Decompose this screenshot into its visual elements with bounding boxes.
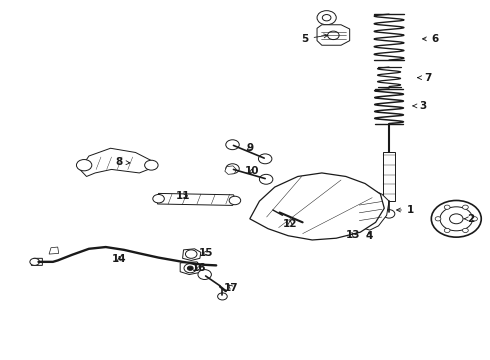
Text: 9: 9 [246, 143, 253, 153]
Circle shape [184, 264, 196, 273]
Polygon shape [383, 152, 395, 201]
Circle shape [76, 159, 92, 171]
Polygon shape [180, 262, 201, 275]
Polygon shape [31, 258, 42, 265]
Text: 5: 5 [301, 34, 328, 44]
Text: 12: 12 [283, 219, 297, 229]
Text: 1: 1 [396, 205, 414, 215]
Text: 8: 8 [116, 157, 130, 167]
Text: 16: 16 [192, 263, 206, 273]
Circle shape [444, 205, 450, 209]
Text: 4: 4 [365, 231, 372, 242]
Text: 6: 6 [422, 34, 438, 44]
Circle shape [218, 293, 227, 300]
Circle shape [463, 228, 468, 233]
Polygon shape [317, 25, 350, 45]
Circle shape [259, 174, 273, 184]
Polygon shape [225, 166, 236, 174]
Text: 13: 13 [346, 230, 361, 240]
Text: 17: 17 [224, 283, 239, 293]
Text: 11: 11 [175, 191, 190, 201]
Polygon shape [183, 249, 201, 260]
Text: 14: 14 [112, 255, 126, 264]
Circle shape [30, 258, 40, 265]
Text: 7: 7 [417, 73, 431, 83]
Circle shape [153, 194, 164, 203]
Circle shape [226, 140, 239, 150]
Circle shape [449, 214, 463, 224]
Circle shape [463, 205, 468, 209]
Polygon shape [157, 193, 236, 206]
Circle shape [145, 160, 158, 170]
Circle shape [383, 210, 395, 218]
Text: 2: 2 [464, 214, 474, 224]
Circle shape [328, 31, 339, 40]
Text: 10: 10 [245, 166, 259, 176]
Circle shape [472, 217, 477, 221]
Polygon shape [354, 190, 389, 230]
Circle shape [226, 164, 239, 174]
Text: 3: 3 [413, 101, 426, 111]
Circle shape [187, 266, 193, 270]
Text: 15: 15 [198, 248, 213, 258]
Circle shape [435, 217, 441, 221]
Polygon shape [80, 148, 153, 176]
Circle shape [444, 228, 450, 233]
Circle shape [229, 196, 241, 205]
Circle shape [185, 250, 197, 258]
Polygon shape [49, 247, 59, 254]
Circle shape [258, 154, 272, 164]
Polygon shape [250, 173, 384, 240]
Circle shape [198, 270, 211, 279]
Circle shape [362, 204, 377, 216]
